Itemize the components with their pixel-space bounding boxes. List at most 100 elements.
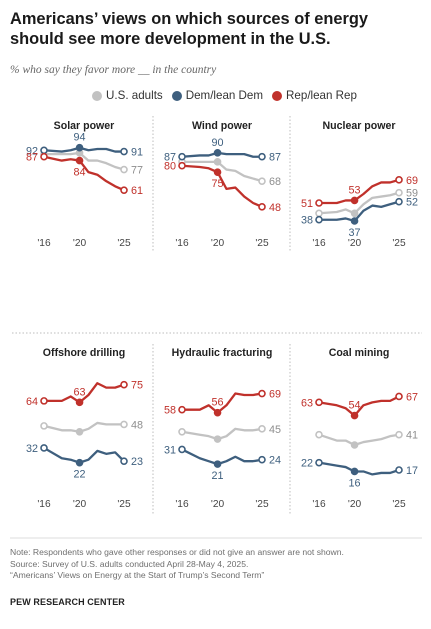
- coal-mining-x-tick-label: '16: [312, 499, 326, 510]
- nuclear-power-u-s-adults-point: [350, 209, 359, 218]
- coal-mining-u-s-adults-point: [315, 430, 323, 439]
- hydraulic-fracturing-u-s-adults-point: [178, 427, 186, 436]
- legend-marker-rep: [272, 90, 283, 101]
- nuclear-power-dem-lean-dem-data-label: 37: [349, 227, 361, 239]
- offshore-drilling-dem-lean-dem-point: [40, 444, 48, 452]
- nuclear-power-rep-lean-rep-data-label: 51: [301, 198, 313, 210]
- offshore-drilling-u-s-adults-data-label: 48: [131, 419, 143, 431]
- coal-mining-dem-lean-dem-point: [395, 466, 403, 474]
- nuclear-power-dem-lean-dem-point: [315, 215, 323, 224]
- wind-power-x-tick-label: '16: [175, 238, 189, 249]
- wind-power-rep-lean-rep-point: [258, 203, 266, 211]
- hydraulic-fracturing-dem-lean-dem-point: [178, 445, 186, 454]
- solar-power-rep-lean-rep-point: [75, 156, 84, 165]
- offshore-drilling-x-tick-label: '20: [73, 499, 87, 510]
- solar-power-x-tick-label: '20: [73, 238, 87, 249]
- offshore-drilling-u-s-adults-point: [120, 420, 128, 429]
- solar-power-dem-lean-dem-point: [75, 143, 84, 152]
- offshore-drilling-u-s-adults-point: [75, 427, 84, 436]
- hydraulic-fracturing-rep-lean-rep-point: [178, 405, 186, 414]
- wind-power-rep-lean-rep-point: [213, 168, 222, 176]
- coal-mining-x-tick-label: '20: [348, 499, 362, 510]
- hydraulic-fracturing-u-s-adults-point: [213, 435, 222, 443]
- solar-power-dem-lean-dem-point: [40, 146, 48, 155]
- coal-mining-title: Coal mining: [329, 347, 390, 359]
- solar-power-dem-lean-dem-data-label: 92: [26, 145, 38, 157]
- wind-power-dem-lean-dem-data-label: 90: [212, 137, 224, 149]
- wind-power-dem-lean-dem-point: [213, 149, 222, 157]
- hydraulic-fracturing-u-s-adults-line: [180, 427, 264, 441]
- legend-item-dem: Dem/lean Dem: [171, 89, 263, 102]
- hydraulic-fracturing-rep-lean-rep-data-label: 69: [269, 389, 281, 401]
- nuclear-power-u-s-adults-point: [395, 188, 403, 197]
- hydraulic-fracturing-rep-lean-rep-data-label: 58: [164, 405, 176, 417]
- hydraulic-fracturing-dem-lean-dem-data-label: 21: [212, 470, 224, 482]
- nuclear-power-u-s-adults-point: [315, 209, 323, 218]
- wind-power-u-s-adults-data-label: 68: [269, 176, 281, 188]
- offshore-drilling-u-s-adults-point: [40, 422, 48, 430]
- hydraulic-fracturing-dem-lean-dem-data-label: 31: [164, 444, 176, 456]
- hydraulic-fracturing-rep-lean-rep-point: [213, 408, 222, 417]
- offshore-drilling-rep-lean-rep-point: [75, 398, 84, 407]
- note-text: Note: Respondents who gave other respons…: [10, 547, 344, 557]
- offshore-drilling-x-tick-label: '25: [117, 499, 131, 510]
- solar-power-u-s-adults-line: [42, 151, 126, 171]
- nuclear-power-title: Nuclear power: [322, 120, 395, 132]
- nuclear-power-dem-lean-dem-line: [317, 200, 401, 223]
- legend-marker-dem: [171, 90, 182, 101]
- offshore-drilling-dem-lean-dem-data-label: 23: [131, 456, 143, 468]
- wind-power-rep-lean-rep-data-label: 80: [164, 161, 176, 173]
- offshore-drilling-u-s-adults-line: [42, 421, 126, 433]
- coal-mining-dem-lean-dem-point: [315, 458, 323, 467]
- wind-power-dem-lean-dem-data-label: 87: [269, 152, 281, 164]
- offshore-drilling-rep-lean-rep-data-label: 64: [26, 396, 38, 408]
- hydraulic-fracturing-dem-lean-dem-point: [258, 455, 266, 464]
- source-text: Source: Survey of U.S. adults conducted …: [10, 558, 249, 569]
- nuclear-power-dem-lean-dem-point: [395, 197, 403, 206]
- solar-power-u-s-adults-point: [120, 165, 128, 174]
- hydraulic-fracturing-dem-lean-dem-point: [213, 460, 222, 468]
- coal-mining-rep-lean-rep-data-label: 63: [301, 397, 313, 409]
- offshore-drilling-dem-lean-dem-line: [42, 446, 126, 464]
- hydraulic-fracturing-x-tick-label: '25: [255, 499, 269, 510]
- nuclear-power-rep-lean-rep-point: [350, 196, 359, 205]
- offshore-drilling-dem-lean-dem-point: [120, 457, 128, 465]
- nuclear-power-dem-lean-dem-data-label: 38: [301, 215, 313, 227]
- hydraulic-fracturing-rep-lean-rep-line: [180, 392, 264, 414]
- offshore-drilling-rep-lean-rep-point: [120, 380, 128, 389]
- wind-power-rep-lean-rep-line: [180, 164, 264, 209]
- offshore-drilling-rep-lean-rep-data-label: 63: [74, 386, 86, 398]
- wind-power-x-tick-label: '20: [211, 238, 225, 249]
- legend-item-us-adults: U.S. adults: [92, 89, 163, 102]
- hydraulic-fracturing-title: Hydraulic fracturing: [172, 347, 273, 359]
- legend-label-us-adults: U.S. adults: [106, 89, 163, 102]
- solar-power-title: Solar power: [54, 120, 115, 132]
- offshore-drilling-dem-lean-dem-data-label: 32: [26, 443, 38, 455]
- wind-power-u-s-adults-point: [258, 177, 266, 185]
- nuclear-power-u-s-adults-line: [317, 191, 401, 215]
- coal-mining-u-s-adults-data-label: 41: [406, 430, 418, 442]
- coal-mining-rep-lean-rep-point: [395, 392, 403, 401]
- nuclear-power-x-tick-label: '20: [348, 238, 362, 249]
- hydraulic-fracturing-x-tick-label: '20: [211, 499, 225, 510]
- solar-power-rep-lean-rep-point: [120, 186, 128, 194]
- coal-mining-rep-lean-rep-data-label: 67: [406, 391, 418, 403]
- solar-power-rep-lean-rep-data-label: 61: [131, 185, 143, 197]
- offshore-drilling-dem-lean-dem-point: [75, 458, 84, 467]
- coal-mining-rep-lean-rep-point: [315, 398, 323, 407]
- hydraulic-fracturing-rep-lean-rep-point: [258, 389, 266, 398]
- solar-power-u-s-adults-data-label: 77: [131, 165, 143, 177]
- report-title: “Americans’ Views on Energy at the Start…: [10, 570, 265, 581]
- coal-mining-dem-lean-dem-data-label: 16: [349, 477, 361, 489]
- coal-mining-dem-lean-dem-data-label: 22: [301, 458, 313, 470]
- solar-power-x-tick-label: '25: [117, 238, 131, 249]
- legend: U.S. adults Dem/lean Dem Rep/lean Rep: [92, 89, 357, 102]
- nuclear-power-x-tick-label: '25: [392, 238, 406, 249]
- solar-power-rep-lean-rep-line: [42, 155, 126, 192]
- offshore-drilling-title: Offshore drilling: [43, 347, 125, 359]
- legend-marker-us-adults: [92, 90, 102, 101]
- wind-power-u-s-adults-point: [213, 158, 222, 166]
- wind-power-rep-lean-rep-data-label: 48: [269, 202, 281, 214]
- wind-power-dem-lean-dem-point: [178, 152, 186, 161]
